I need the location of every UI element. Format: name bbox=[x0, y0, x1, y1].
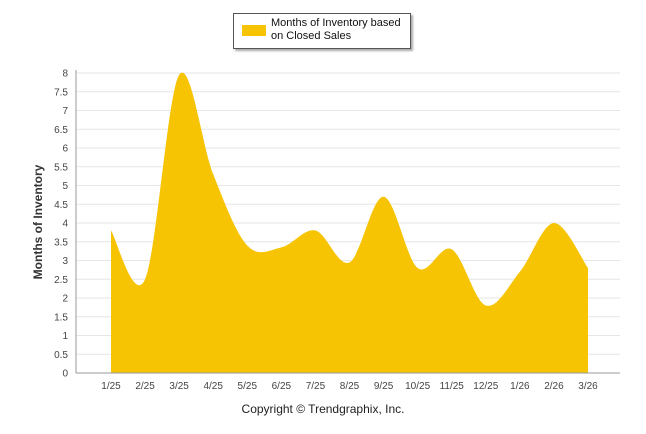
y-tick-label: 2 bbox=[62, 294, 68, 305]
y-tick-label: 7.5 bbox=[54, 87, 68, 98]
y-tick-label: 8 bbox=[62, 69, 68, 80]
y-tick-label: 4.5 bbox=[54, 200, 68, 211]
x-tick-label: 1/25 bbox=[101, 381, 121, 392]
axes bbox=[75, 70, 620, 374]
x-tick-label: 1/26 bbox=[510, 381, 530, 392]
y-tick-label: 1 bbox=[62, 331, 68, 342]
y-tick-label: 0 bbox=[62, 369, 68, 380]
y-tick-label: 6.5 bbox=[54, 125, 68, 136]
x-tick-label: 2/25 bbox=[135, 381, 155, 392]
x-tick-label: 7/25 bbox=[306, 381, 326, 392]
y-tick-label: 3.5 bbox=[54, 237, 68, 248]
x-tick-labels: 1/25 2/25 3/25 4/25 5/25 6/25 7/25 8/25 9/25 10/2… bbox=[101, 381, 598, 392]
y-tick-labels: 0 0.5 1 1.5 2 2.5 3 3.5 4 4.5 5 5.5 6 6.5 7 7.5 8 bbox=[54, 69, 68, 380]
legend-label: Months of Inventory based on Closed Sale… bbox=[271, 17, 401, 42]
x-tick-label: 3/26 bbox=[578, 381, 598, 392]
x-tick-label: 6/25 bbox=[272, 381, 292, 392]
area-fill bbox=[111, 72, 588, 373]
x-tick-label: 9/25 bbox=[374, 381, 394, 392]
y-tick-label: 7 bbox=[62, 106, 68, 117]
x-tick-label: 4/25 bbox=[203, 381, 223, 392]
y-tick-label: 6 bbox=[62, 144, 68, 155]
y-axis-title: Months of Inventory bbox=[31, 164, 45, 279]
y-tick-label: 4 bbox=[62, 219, 68, 230]
x-tick-label: 10/25 bbox=[405, 381, 430, 392]
copyright-text: Copyright © Trendgraphix, Inc. bbox=[241, 402, 405, 416]
x-tick-label: 3/25 bbox=[169, 381, 189, 392]
x-tick-label: 8/25 bbox=[340, 381, 360, 392]
y-tick-label: 0.5 bbox=[54, 350, 68, 361]
y-tick-label: 5 bbox=[62, 181, 68, 192]
legend: Months of Inventory based on Closed Sale… bbox=[233, 13, 411, 49]
y-tick-label: 3 bbox=[62, 256, 68, 267]
x-tick-label: 11/25 bbox=[440, 381, 465, 392]
x-tick-label: 12/25 bbox=[473, 381, 498, 392]
area-series bbox=[110, 72, 589, 373]
legend-swatch bbox=[242, 25, 266, 36]
x-tick-label: 5/25 bbox=[238, 381, 258, 392]
y-tick-label: 5.5 bbox=[54, 162, 68, 173]
x-tick-label: 2/26 bbox=[544, 381, 564, 392]
y-tick-label: 1.5 bbox=[54, 312, 68, 323]
y-tick-label: 2.5 bbox=[54, 275, 68, 286]
